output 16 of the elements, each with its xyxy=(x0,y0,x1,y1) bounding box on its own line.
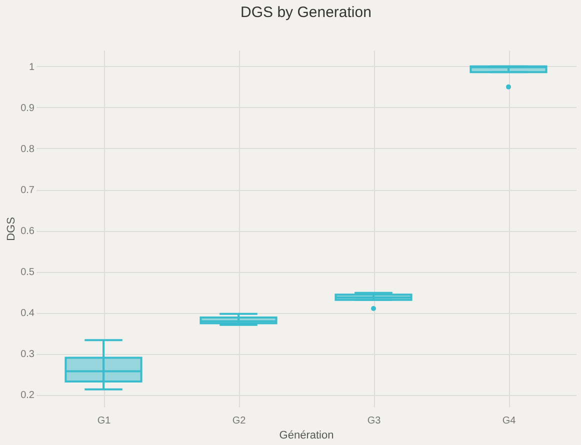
x-axis-title: Génération xyxy=(279,430,334,442)
y-tick-label: 0.3 xyxy=(20,349,35,360)
x-tick-label: G4 xyxy=(502,416,516,426)
y-tick-label: 0.9 xyxy=(20,102,35,114)
x-tick-label: G2 xyxy=(232,416,246,426)
x-tick-label: G3 xyxy=(367,416,382,426)
y-tick-label: 0.7 xyxy=(20,185,35,196)
y-tick-label: 0.6 xyxy=(20,226,35,238)
y-tick-label: 0.5 xyxy=(20,267,35,278)
y-tick-label: 0.2 xyxy=(20,390,35,402)
y-tick-label: 0.4 xyxy=(20,308,35,320)
x-tick-label: G1 xyxy=(97,416,112,426)
y-tick-label: 1 xyxy=(28,62,35,73)
y-axis-title: DGS xyxy=(6,217,18,241)
chart-title: DGS by Generation xyxy=(240,4,372,21)
y-tick-label: 0.8 xyxy=(20,144,35,155)
